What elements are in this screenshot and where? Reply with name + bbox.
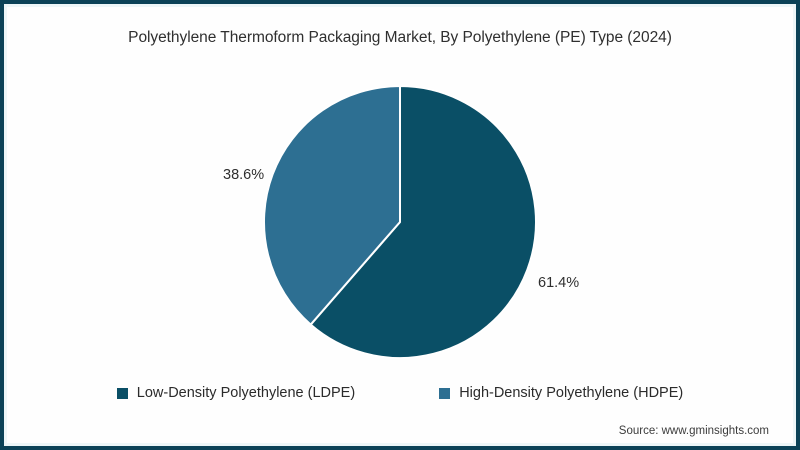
legend-item-hdpe[interactable]: High-Density Polyethylene (HDPE) <box>439 385 683 401</box>
chart-title: Polyethylene Thermoform Packaging Market… <box>128 29 672 46</box>
pie-slice[interactable] <box>309 84 537 359</box>
pie-svg <box>262 84 537 359</box>
legend-item-ldpe[interactable]: Low-Density Polyethylene (LDPE) <box>116 385 356 401</box>
chart-legend: Low-Density Polyethylene (LDPE) High-Den… <box>7 385 793 401</box>
legend-swatch-icon-ldpe <box>116 387 128 399</box>
legend-swatch-icon-hdpe <box>439 387 451 399</box>
chart-canvas: Polyethylene Thermoform Packaging Market… <box>7 7 793 443</box>
pie-slice[interactable] <box>262 84 401 326</box>
legend-label-ldpe: Low-Density Polyethylene (LDPE) <box>136 385 356 401</box>
pie-chart <box>7 7 793 443</box>
legend-label-hdpe: High-Density Polyethylene (HDPE) <box>459 385 684 401</box>
slice-value-label-ldpe: 61.4% <box>538 275 580 291</box>
slice-value-label-hdpe: 38.6% <box>223 167 265 183</box>
source-attribution: Source: www.gminsights.com <box>618 425 769 437</box>
